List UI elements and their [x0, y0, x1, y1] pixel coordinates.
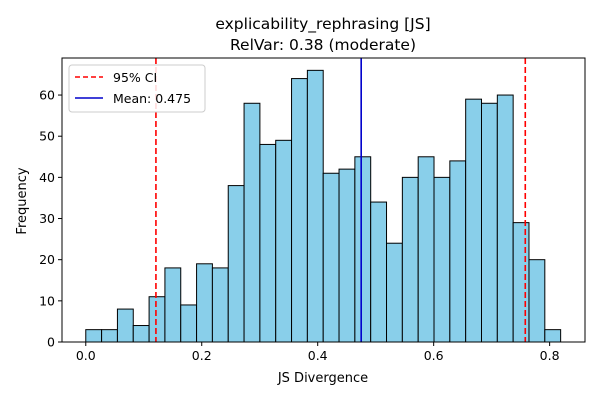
histogram-bar — [132, 325, 150, 343]
legend-mean-label: Mean: 0.475 — [113, 91, 191, 106]
histogram-bar — [433, 176, 451, 343]
y-tick-label: 40 — [39, 170, 55, 185]
chart-title: explicability_rephrasing [JS] — [215, 15, 430, 34]
histogram-bar — [449, 160, 467, 343]
x-axis-label: JS Divergence — [277, 371, 368, 386]
histogram-bar — [227, 185, 245, 343]
x-tick-label: 0.8 — [540, 348, 560, 363]
x-tick-label: 0.6 — [424, 348, 444, 363]
histogram-bar — [401, 176, 419, 343]
plot-frame — [61, 57, 586, 343]
histogram-bar — [275, 139, 293, 343]
histogram-bar — [101, 329, 118, 343]
histogram-bar — [211, 267, 229, 343]
histogram-bar — [417, 156, 435, 343]
histogram-bar — [306, 69, 324, 343]
histogram-bar — [164, 267, 182, 343]
histogram-bar — [85, 329, 103, 343]
chart-subtitle: RelVar: 0.38 (moderate) — [230, 36, 416, 54]
histogram-bar — [465, 98, 483, 343]
y-tick-label: 50 — [39, 129, 55, 144]
y-tick-label: 60 — [39, 88, 55, 103]
x-axis-ticks: 0.0 0.2 0.4 0.6 0.8 — [76, 342, 560, 363]
histogram-bar — [148, 296, 166, 343]
histogram-bar — [322, 172, 340, 343]
histogram-bar — [370, 201, 388, 343]
histogram-bar — [259, 143, 277, 343]
legend: 95% CI Mean: 0.475 — [68, 64, 206, 113]
bars-group — [85, 69, 562, 343]
histogram-bar — [116, 308, 134, 343]
y-tick-label: 20 — [39, 252, 55, 267]
y-axis-ticks: 0 10 20 30 40 50 60 — [39, 88, 62, 350]
histogram-bar — [291, 78, 308, 343]
histogram-bar — [512, 222, 530, 343]
y-tick-label: 10 — [39, 293, 55, 308]
x-tick-label: 0.2 — [192, 348, 212, 363]
histogram-bar — [496, 94, 514, 343]
histogram-bar — [544, 329, 562, 343]
histogram-bar — [196, 263, 213, 343]
histogram-bar — [243, 102, 261, 343]
y-axis-label: Frequency — [15, 167, 30, 234]
legend-ci-label: 95% CI — [113, 70, 157, 85]
histogram-bar — [180, 304, 198, 343]
y-tick-label: 30 — [39, 211, 55, 226]
histogram-bar — [386, 242, 403, 343]
histogram-bar — [528, 259, 546, 343]
x-tick-label: 0.4 — [308, 348, 328, 363]
histogram-bar — [338, 168, 356, 343]
y-tick-label: 0 — [47, 335, 55, 350]
histogram-bar — [481, 102, 498, 343]
histogram-bar — [354, 156, 372, 343]
x-tick-label: 0.0 — [76, 348, 96, 363]
